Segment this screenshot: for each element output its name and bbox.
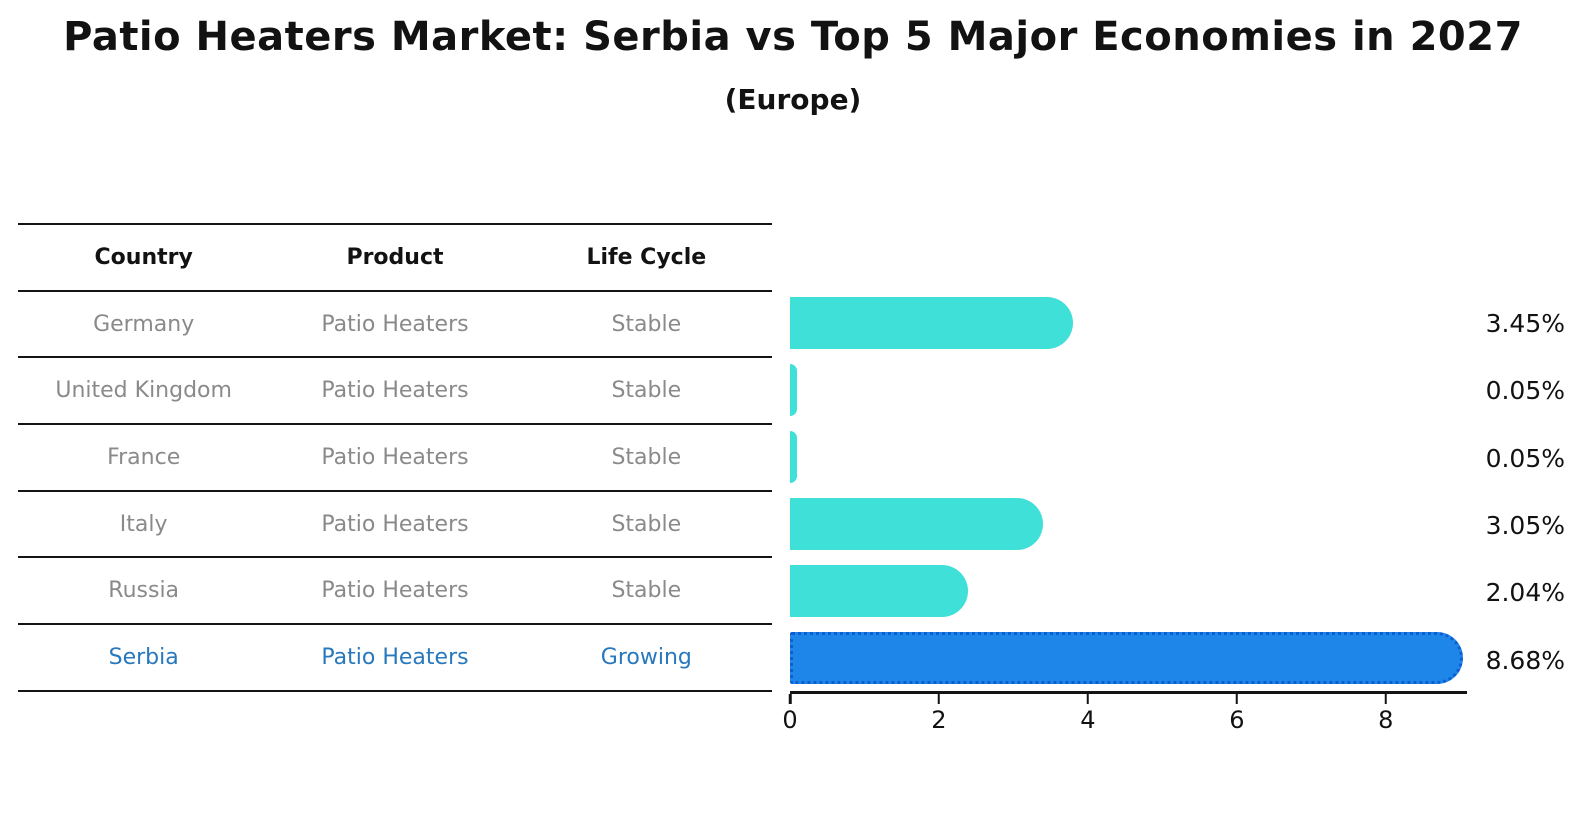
x-tick-label-4: 4	[1080, 706, 1096, 734]
product-cell: Patio Heaters	[321, 378, 469, 404]
chart-title: Patio Heaters Market: Serbia vs Top 5 Ma…	[63, 14, 1523, 60]
bar-row-serbia	[790, 624, 1467, 691]
bar-germany	[790, 297, 1073, 350]
country-table: Country Product Life Cycle Germany Patio…	[18, 223, 772, 692]
table-row-germany: Germany Patio Heaters Stable	[18, 289, 772, 357]
x-tick-label-2: 2	[931, 706, 947, 734]
bar-row-france	[790, 424, 1467, 491]
x-tick-mark-8	[1384, 694, 1388, 704]
country-cell: Italy	[119, 511, 168, 537]
column-header-country: Country	[94, 244, 193, 270]
lifecycle-cell: Stable	[611, 578, 682, 604]
country-cell: Russia	[108, 578, 180, 604]
x-tick-mark-2	[937, 694, 941, 704]
x-tick-label-0: 0	[782, 706, 798, 734]
value-labels: 3.45% 0.05% 0.05% 3.05% 2.04% 8.68%	[1467, 290, 1565, 694]
bar-value-label-germany: 3.45%	[1485, 309, 1565, 339]
table-header-row: Country Product Life Cycle	[18, 223, 772, 290]
plot-area	[790, 290, 1467, 694]
country-cell: United Kingdom	[55, 378, 232, 404]
bar-value-label-italy: 3.05%	[1485, 511, 1565, 541]
country-cell: France	[107, 444, 181, 470]
lifecycle-cell: Stable	[611, 378, 682, 404]
bar-row-russia	[790, 557, 1467, 624]
product-cell: Patio Heaters	[321, 311, 469, 337]
bar-serbia	[790, 631, 1463, 684]
table-row-russia: Russia Patio Heaters Stable	[18, 556, 772, 623]
country-cell: Serbia	[108, 644, 179, 670]
product-cell: Patio Heaters	[321, 444, 469, 470]
table-row-france: France Patio Heaters Stable	[18, 423, 772, 490]
bar-row-italy	[790, 490, 1467, 557]
chart-subtitle: (Europe)	[724, 83, 862, 116]
bar-russia	[790, 564, 968, 617]
bar-row-germany	[790, 290, 1467, 357]
country-cell: Germany	[93, 311, 195, 337]
column-header-lifecycle: Life Cycle	[586, 244, 707, 270]
bar-italy	[790, 497, 1044, 550]
bar-value-label-serbia: 8.68%	[1485, 645, 1565, 675]
table-row-italy: Italy Patio Heaters Stable	[18, 489, 772, 557]
bar-france	[790, 431, 798, 484]
product-cell: Patio Heaters	[321, 644, 469, 670]
lifecycle-cell: Stable	[611, 444, 682, 470]
product-cell: Patio Heaters	[321, 511, 469, 537]
table-row-serbia: Serbia Patio Heaters Growing	[18, 623, 772, 690]
x-tick-mark-6	[1235, 694, 1239, 704]
table-row-united-kingdom: United Kingdom Patio Heaters Stable	[18, 356, 772, 423]
lifecycle-cell: Stable	[611, 511, 682, 537]
bar-row-united-kingdom	[790, 357, 1467, 424]
lifecycle-cell: Growing	[600, 644, 692, 670]
lifecycle-cell: Stable	[611, 311, 682, 337]
x-tick-label-8: 8	[1378, 706, 1394, 734]
x-axis: 0 2 4 6 8	[782, 694, 1467, 739]
bar-value-label-russia: 2.04%	[1485, 578, 1565, 608]
column-header-product: Product	[346, 244, 444, 270]
x-tick-mark-0	[788, 694, 792, 704]
product-cell: Patio Heaters	[321, 578, 469, 604]
x-tick-label-6: 6	[1229, 706, 1245, 734]
bar-united-kingdom	[790, 364, 798, 417]
bar-value-label-france: 0.05%	[1485, 443, 1565, 473]
bar-value-label-united-kingdom: 0.05%	[1485, 376, 1565, 406]
x-tick-mark-4	[1086, 694, 1090, 704]
